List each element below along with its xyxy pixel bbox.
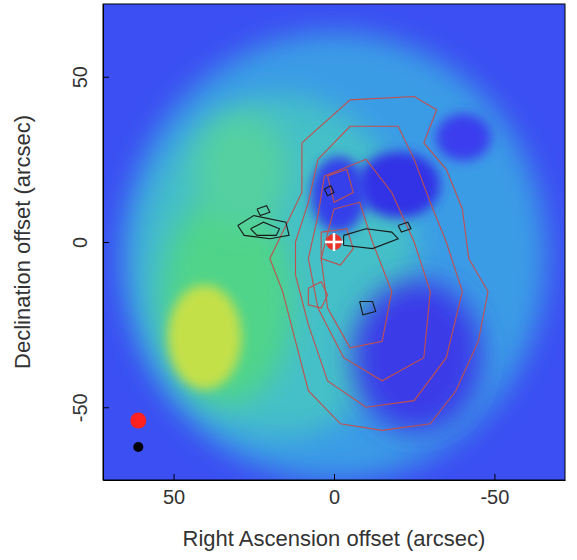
y-tick-mark	[103, 242, 109, 243]
y-tick-label: 50	[69, 66, 91, 88]
x-axis-title: Right Ascension offset (arcsec)	[183, 526, 486, 551]
x-tick: 50	[163, 474, 185, 508]
contour	[360, 302, 376, 315]
x-tick: -50	[480, 474, 509, 508]
contour	[238, 216, 289, 239]
y-tick-label: 0	[69, 237, 91, 248]
contour	[344, 229, 399, 249]
contour	[251, 222, 280, 235]
contour	[270, 97, 488, 431]
contour	[257, 206, 270, 216]
image-ground	[103, 4, 565, 480]
plot-marks	[130, 97, 488, 452]
y-tick-label: -50	[69, 393, 91, 422]
position-cross	[325, 233, 343, 251]
x-tick-label: 50	[163, 486, 185, 508]
image-patch	[195, 113, 287, 227]
image-patch	[163, 194, 292, 403]
x-tick-mark	[174, 474, 175, 480]
plot-frame	[103, 4, 565, 480]
y-tick: -50	[69, 393, 109, 422]
image-patch	[168, 285, 242, 390]
y-tick-mark	[103, 407, 109, 408]
y-tick: 50	[69, 66, 109, 88]
x-tick-mark	[334, 474, 335, 480]
y-tick: 0	[69, 237, 109, 248]
contour	[321, 202, 392, 347]
y-tick-mark	[103, 77, 109, 78]
marker	[326, 234, 342, 250]
image-patch	[311, 156, 366, 232]
contour	[398, 222, 411, 232]
contour	[328, 169, 354, 202]
y-axis-title: Declination offset (arcsec)	[10, 115, 35, 369]
marker	[133, 442, 143, 452]
x-tick: 0	[329, 474, 340, 508]
x-tick-label: -50	[480, 486, 509, 508]
marker	[130, 413, 146, 429]
image-patch	[352, 280, 481, 432]
x-axis: 50 0 -50	[104, 474, 566, 508]
chart: 50 0 -50 -50 0 50 Right Ascension offset (arcs…	[0, 0, 577, 560]
x-axis-line	[104, 480, 566, 481]
contour	[324, 186, 334, 196]
background-image	[103, 4, 565, 480]
y-axis: -50 0 50	[69, 5, 109, 481]
x-tick-mark	[494, 474, 495, 480]
contour	[308, 159, 430, 380]
contour	[308, 282, 327, 308]
x-tick-label: 0	[329, 486, 340, 508]
image-patch	[121, 33, 546, 480]
contour	[296, 126, 463, 407]
image-patch	[436, 113, 491, 161]
